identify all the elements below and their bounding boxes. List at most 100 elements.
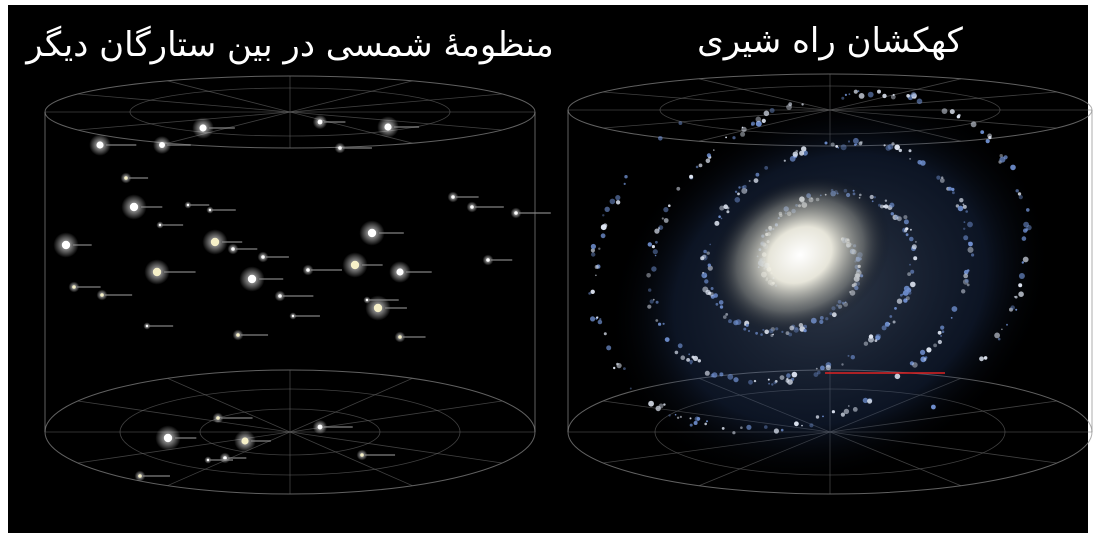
arm-star <box>753 178 759 184</box>
star <box>241 437 249 445</box>
arm-star <box>957 205 964 212</box>
arm-star <box>858 93 865 99</box>
star <box>158 223 162 227</box>
star <box>61 240 71 250</box>
arm-star <box>971 253 975 257</box>
arm-star <box>663 403 666 406</box>
arm-star <box>848 93 851 96</box>
star <box>96 141 104 149</box>
arm-star <box>964 278 969 283</box>
arm-star <box>994 332 1000 339</box>
arm-star <box>748 379 753 385</box>
arm-star <box>1010 305 1015 310</box>
arm-star <box>907 272 911 276</box>
star <box>206 458 210 462</box>
arm-star <box>595 317 598 320</box>
arm-star <box>595 274 597 277</box>
arm-star <box>787 379 793 385</box>
arm-star <box>843 408 850 415</box>
star <box>163 433 173 443</box>
arm-star <box>740 426 743 430</box>
arm-star <box>997 337 1001 341</box>
arm-star <box>884 199 888 202</box>
arm-star <box>788 102 793 107</box>
arm-star <box>705 158 711 164</box>
arm-star <box>590 243 597 250</box>
arm-star <box>655 405 661 412</box>
grid-spoke <box>167 377 291 433</box>
star <box>451 195 455 199</box>
arm-star <box>909 157 912 160</box>
arm-star <box>678 121 683 125</box>
star <box>72 285 76 289</box>
arm-star <box>786 373 791 378</box>
arm-star <box>690 362 692 365</box>
star <box>470 205 474 209</box>
arm-star <box>676 416 680 419</box>
arm-star <box>913 256 918 261</box>
arm-star <box>987 133 992 139</box>
arm-star <box>646 273 651 278</box>
star <box>208 208 212 212</box>
arm-star <box>697 359 701 363</box>
arm-star <box>916 98 923 105</box>
arm-star <box>713 149 715 151</box>
arm-star <box>888 322 891 325</box>
left-title: منظومهٔ شمسی در بین ستارگان دیگر <box>24 25 554 65</box>
arm-star <box>799 150 805 156</box>
arm-star <box>840 144 847 151</box>
arm-star <box>655 240 658 244</box>
arm-star <box>920 160 926 166</box>
arm-star <box>591 252 596 257</box>
arm-star <box>629 387 632 390</box>
arm-star <box>894 373 901 380</box>
arm-star <box>616 362 619 366</box>
arm-star <box>648 400 654 407</box>
arm-star <box>615 200 621 205</box>
arm-star <box>686 358 690 362</box>
arm-star <box>963 227 966 230</box>
star <box>129 202 139 212</box>
arm-star <box>907 291 912 295</box>
star <box>199 124 207 132</box>
arm-star <box>654 228 660 234</box>
star <box>138 474 142 478</box>
arm-star <box>884 204 889 209</box>
arm-star <box>689 359 693 364</box>
arm-star <box>668 414 671 417</box>
arm-star <box>774 380 778 383</box>
arm-star <box>604 206 610 212</box>
arm-star <box>594 265 599 269</box>
arm-star <box>906 227 909 230</box>
arm-star <box>1018 291 1024 298</box>
arm-star <box>763 110 770 117</box>
arm-star <box>801 146 807 152</box>
arm-star <box>654 254 657 257</box>
star <box>514 211 518 215</box>
arm-star <box>590 248 596 253</box>
arm-star <box>940 335 942 337</box>
arm-star <box>602 214 605 217</box>
arm-star <box>609 198 616 205</box>
arm-star <box>651 245 656 249</box>
arm-star <box>951 187 955 192</box>
arm-star <box>906 287 912 293</box>
arm-star <box>718 215 721 218</box>
arm-star <box>887 144 894 150</box>
arm-star <box>910 281 916 288</box>
star <box>360 453 364 457</box>
arm-star <box>732 136 736 140</box>
arm-star <box>747 329 751 333</box>
arm-star <box>600 233 606 239</box>
arm-star <box>655 300 659 304</box>
star <box>223 456 227 460</box>
star <box>384 123 392 131</box>
arm-star <box>854 143 857 146</box>
arm-star <box>792 151 798 157</box>
arm-star <box>1009 307 1013 312</box>
arm-star <box>698 163 703 168</box>
arm-star <box>652 298 655 301</box>
arm-star <box>721 427 725 430</box>
arm-star <box>813 372 819 377</box>
